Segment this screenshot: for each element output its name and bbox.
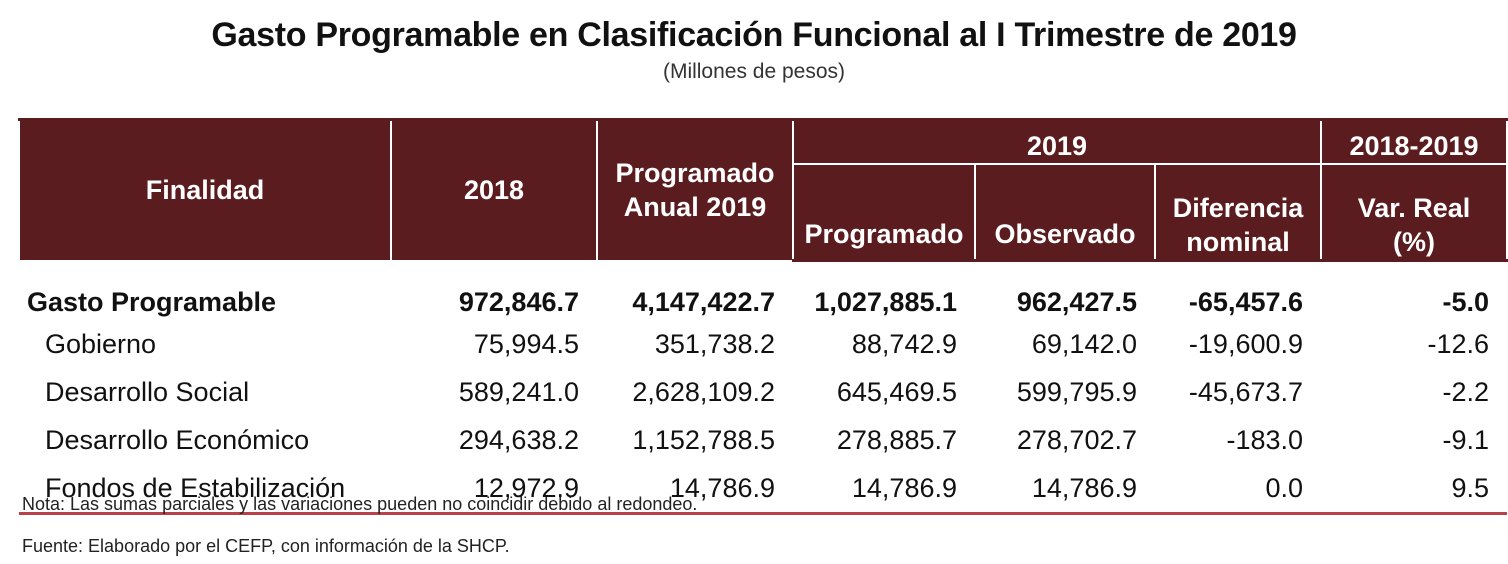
cell-anual-2019: 351,738.2 [654,328,775,359]
group-header-2018-2019: 2018-2019 [1320,118,1508,165]
col-header-var-real: Var. Real (%) [1320,163,1508,262]
source-note: Fuente: Elaborado por el CEFP, con infor… [22,536,510,556]
cell-programado: 14,786.9 [793,464,975,515]
cell-2018: 589,241.0 [458,376,579,407]
cell-var-real: -9.1 [1442,424,1490,455]
cell-var-real: -5.0 [1442,287,1490,317]
table-row: Gobierno 75,994.5 351,738.2 88,742.9 69,… [19,320,1507,368]
cell-anual-2019: 2,628,109.2 [632,376,775,407]
cell-programado: 1,027,885.1 [814,287,957,317]
spending-table-container: Finalidad 2018 Programado Anual 2019 201… [18,118,1508,515]
col-header-diferencia-text: Diferencia nominal [1172,193,1304,257]
cell-anual-2019: 1,152,788.5 [632,424,775,455]
cell-diferencia: -65,457.6 [1188,287,1304,317]
cell-observado: 962,427.5 [1016,287,1137,317]
cell-observado: 69,142.0 [1031,328,1137,359]
cell-diferencia: -45,673.7 [1188,376,1304,407]
row-label: Desarrollo Social [45,376,250,407]
col-header-programado-anual-text: Programado Anual 2019 [615,158,775,223]
col-header-programado: Programado [792,163,976,262]
cell-programado: 88,742.9 [851,328,957,359]
row-label: Fondos de Estabilización [19,464,391,515]
cell-2018: 12,972.9 [391,464,597,515]
cell-2018: 972,846.7 [458,287,579,317]
table-row: Desarrollo Social 589,241.0 2,628,109.2 … [19,368,1507,416]
col-header-2018: 2018 [390,118,598,262]
table-row: Fondos de Estabilización 12,972.9 14,786… [19,464,1508,515]
cell-anual-2019: 4,147,422.7 [632,287,775,317]
table-body: Gasto Programable 972,846.7 4,147,422.7 … [19,261,1508,515]
cell-diferencia: -183.0 [1226,424,1304,455]
group-header-2019: 2019 [791,118,1323,165]
spending-table: Finalidad 2018 Programado Anual 2019 201… [18,118,1508,515]
cell-anual-2019: 14,786.9 [597,464,793,515]
cell-programado: 645,469.5 [836,376,957,407]
row-label: Gasto Programable [27,287,277,317]
col-header-diferencia: Diferencia nominal [1153,163,1323,262]
col-header-finalidad: Finalidad [18,118,392,262]
cell-observado: 599,795.9 [1016,376,1137,407]
table-row: Desarrollo Económico 294,638.2 1,152,788… [19,416,1507,464]
page-subtitle: (Millones de pesos) [662,60,846,83]
cell-programado: 278,885.7 [836,424,957,455]
cell-var-real: -2.2 [1442,376,1490,407]
cell-observado: 278,702.7 [1016,424,1137,455]
row-label: Desarrollo Económico [45,424,310,455]
cell-diferencia: 0.0 [1155,464,1322,515]
col-header-var-real-text: Var. Real (%) [1357,193,1471,257]
cell-var-real: 9.5 [1321,464,1508,515]
cell-diferencia: -19,600.9 [1188,328,1304,359]
cell-observado: 14,786.9 [975,464,1155,515]
footnote: Nota: Las sumas parciales y las variacio… [22,494,698,514]
col-header-observado: Observado [974,163,1156,262]
row-label: Gobierno [45,328,157,359]
page-title: Gasto Programable en Clasificación Funci… [211,16,1297,54]
table-row-total: Gasto Programable 972,846.7 4,147,422.7 … [19,261,1507,321]
cell-2018: 75,994.5 [473,328,579,359]
col-header-programado-anual: Programado Anual 2019 [596,118,794,262]
cell-var-real: -12.6 [1427,328,1490,359]
cell-2018: 294,638.2 [458,424,579,455]
table-header: Finalidad 2018 Programado Anual 2019 201… [18,118,1508,262]
